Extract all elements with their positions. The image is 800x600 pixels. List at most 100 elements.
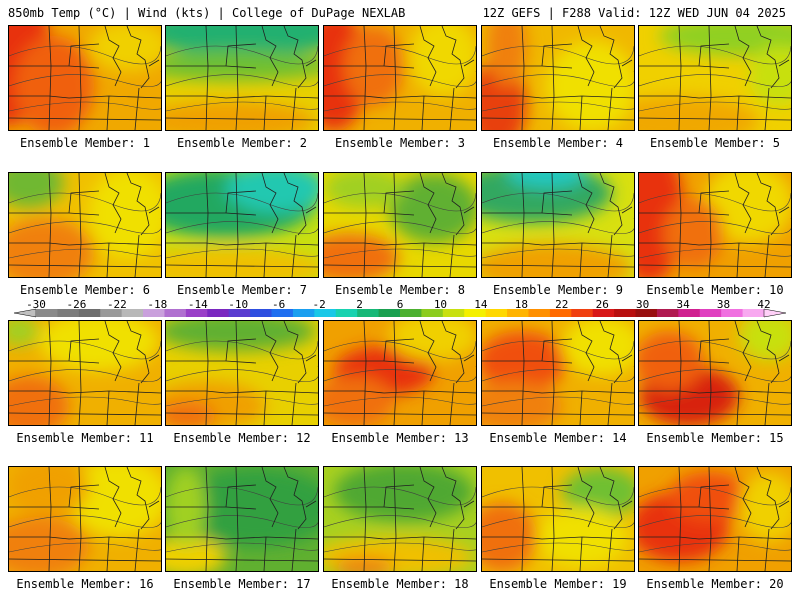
colorbar-swatch <box>335 309 358 317</box>
streamlines <box>324 486 476 553</box>
colorbar-tick-label: 26 <box>595 298 609 311</box>
ensemble-member-label: Ensemble Member: 7 <box>176 283 308 297</box>
ensemble-member-map <box>8 466 162 572</box>
colorbar-tick-label: 10 <box>433 298 448 311</box>
colorbar-swatch <box>485 309 508 317</box>
state-borders <box>166 173 318 277</box>
streamlines <box>166 340 318 407</box>
ensemble-member-label: Ensemble Member: 15 <box>646 431 784 445</box>
colorbar-swatch <box>357 309 380 317</box>
streamlines <box>9 340 161 407</box>
ensemble-member-map <box>165 25 319 131</box>
colorbar-swatch <box>400 309 422 317</box>
ensemble-member-map <box>165 172 319 278</box>
state-borders <box>482 26 634 130</box>
streamlines <box>639 486 791 553</box>
ensemble-member-label: Ensemble Member: 11 <box>16 431 154 445</box>
colorbar-tick-label: 6 <box>396 298 404 311</box>
colorbar-tick-label: -14 <box>187 298 208 311</box>
ensemble-member-label: Ensemble Member: 12 <box>173 431 311 445</box>
state-borders <box>324 467 476 571</box>
ensemble-member-label: Ensemble Member: 5 <box>649 136 781 150</box>
ensemble-member-label: Ensemble Member: 9 <box>492 283 624 297</box>
colorbar-swatch <box>635 309 658 317</box>
streamlines <box>166 192 318 259</box>
streamlines <box>9 45 161 112</box>
state-borders <box>482 321 634 425</box>
colorbar-tick-label: 14 <box>474 298 488 311</box>
colorbar-swatch <box>464 309 487 317</box>
colorbar-tick-label: 18 <box>514 298 528 311</box>
ensemble-member-label: Ensemble Member: 1 <box>19 136 151 150</box>
streamlines <box>639 45 791 112</box>
state-borders <box>9 467 161 571</box>
colorbar-swatch <box>36 309 58 317</box>
colorbar-swatch <box>592 309 615 317</box>
colorbar-swatch <box>164 309 187 317</box>
colorbar-tick-label: -10 <box>228 298 249 311</box>
colorbar-swatch <box>271 309 294 317</box>
colorbar-swatch <box>250 309 273 317</box>
ensemble-member-label: Ensemble Member: 18 <box>331 577 469 591</box>
colorbar-tick-label: 22 <box>555 298 569 311</box>
colorbar-swatch <box>699 309 722 317</box>
colorbar-swatch <box>528 309 551 317</box>
ensemble-member-map <box>481 466 635 572</box>
colorbar-swatch <box>742 309 765 317</box>
ensemble-member-map <box>323 25 477 131</box>
streamlines <box>482 45 634 112</box>
state-borders <box>9 321 161 425</box>
colorbar-swatch <box>185 309 208 317</box>
colorbar-tick-label: 34 <box>676 298 690 311</box>
streamlines <box>324 340 476 407</box>
ensemble-member-map <box>323 466 477 572</box>
state-borders <box>166 321 318 425</box>
ensemble-member-map <box>638 25 792 131</box>
ensemble-member-label: Ensemble Member: 19 <box>489 577 627 591</box>
colorbar-swatch <box>292 309 315 317</box>
ensemble-member-label: Ensemble Member: 14 <box>489 431 627 445</box>
streamlines <box>482 192 634 259</box>
colorbar-tick-label: -22 <box>106 298 127 311</box>
state-borders <box>9 26 161 130</box>
colorbar-swatch <box>207 309 230 317</box>
colorbar-swatch <box>121 309 144 317</box>
state-borders <box>324 173 476 277</box>
colorbar-max-arrow <box>763 308 787 318</box>
state-borders <box>324 321 476 425</box>
colorbar-swatch <box>614 309 637 317</box>
ensemble-member-map <box>638 172 792 278</box>
colorbar-tick-label: -30 <box>26 298 46 311</box>
state-borders <box>639 321 791 425</box>
ensemble-member-label: Ensemble Member: 6 <box>19 283 151 297</box>
ensemble-member-map <box>481 172 635 278</box>
ensemble-member-map <box>323 172 477 278</box>
colorbar-tick-label: -18 <box>147 298 168 311</box>
temperature-colorbar <box>13 308 787 318</box>
colorbar-tick-label: -26 <box>66 298 87 311</box>
model-valid-time: 12Z GEFS | F288 Valid: 12Z WED JUN 04 20… <box>482 6 786 20</box>
streamlines <box>324 192 476 259</box>
ensemble-member-map <box>165 320 319 426</box>
map-title: 850mb Temp (°C) | Wind (kts) | College o… <box>8 6 406 20</box>
state-borders <box>639 173 791 277</box>
streamlines <box>166 45 318 112</box>
colorbar-swatch <box>57 309 80 317</box>
ensemble-member-label: Ensemble Member: 8 <box>334 283 466 297</box>
ensemble-member-map <box>481 320 635 426</box>
colorbar-tick-label: 2 <box>356 298 363 311</box>
colorbar-swatch <box>678 309 701 317</box>
ensemble-member-label: Ensemble Member: 2 <box>176 136 308 150</box>
ensemble-member-map <box>8 320 162 426</box>
streamlines <box>324 45 476 112</box>
colorbar-swatch <box>378 309 401 317</box>
colorbar-swatch <box>100 309 123 317</box>
colorbar-swatch <box>571 309 594 317</box>
state-borders <box>166 26 318 130</box>
ensemble-member-label: Ensemble Member: 20 <box>646 577 784 591</box>
state-borders <box>324 26 476 130</box>
ensemble-member-label: Ensemble Member: 16 <box>16 577 154 591</box>
colorbar-swatch <box>421 309 444 317</box>
colorbar-swatch <box>143 309 165 317</box>
colorbar-swatch <box>507 309 529 317</box>
